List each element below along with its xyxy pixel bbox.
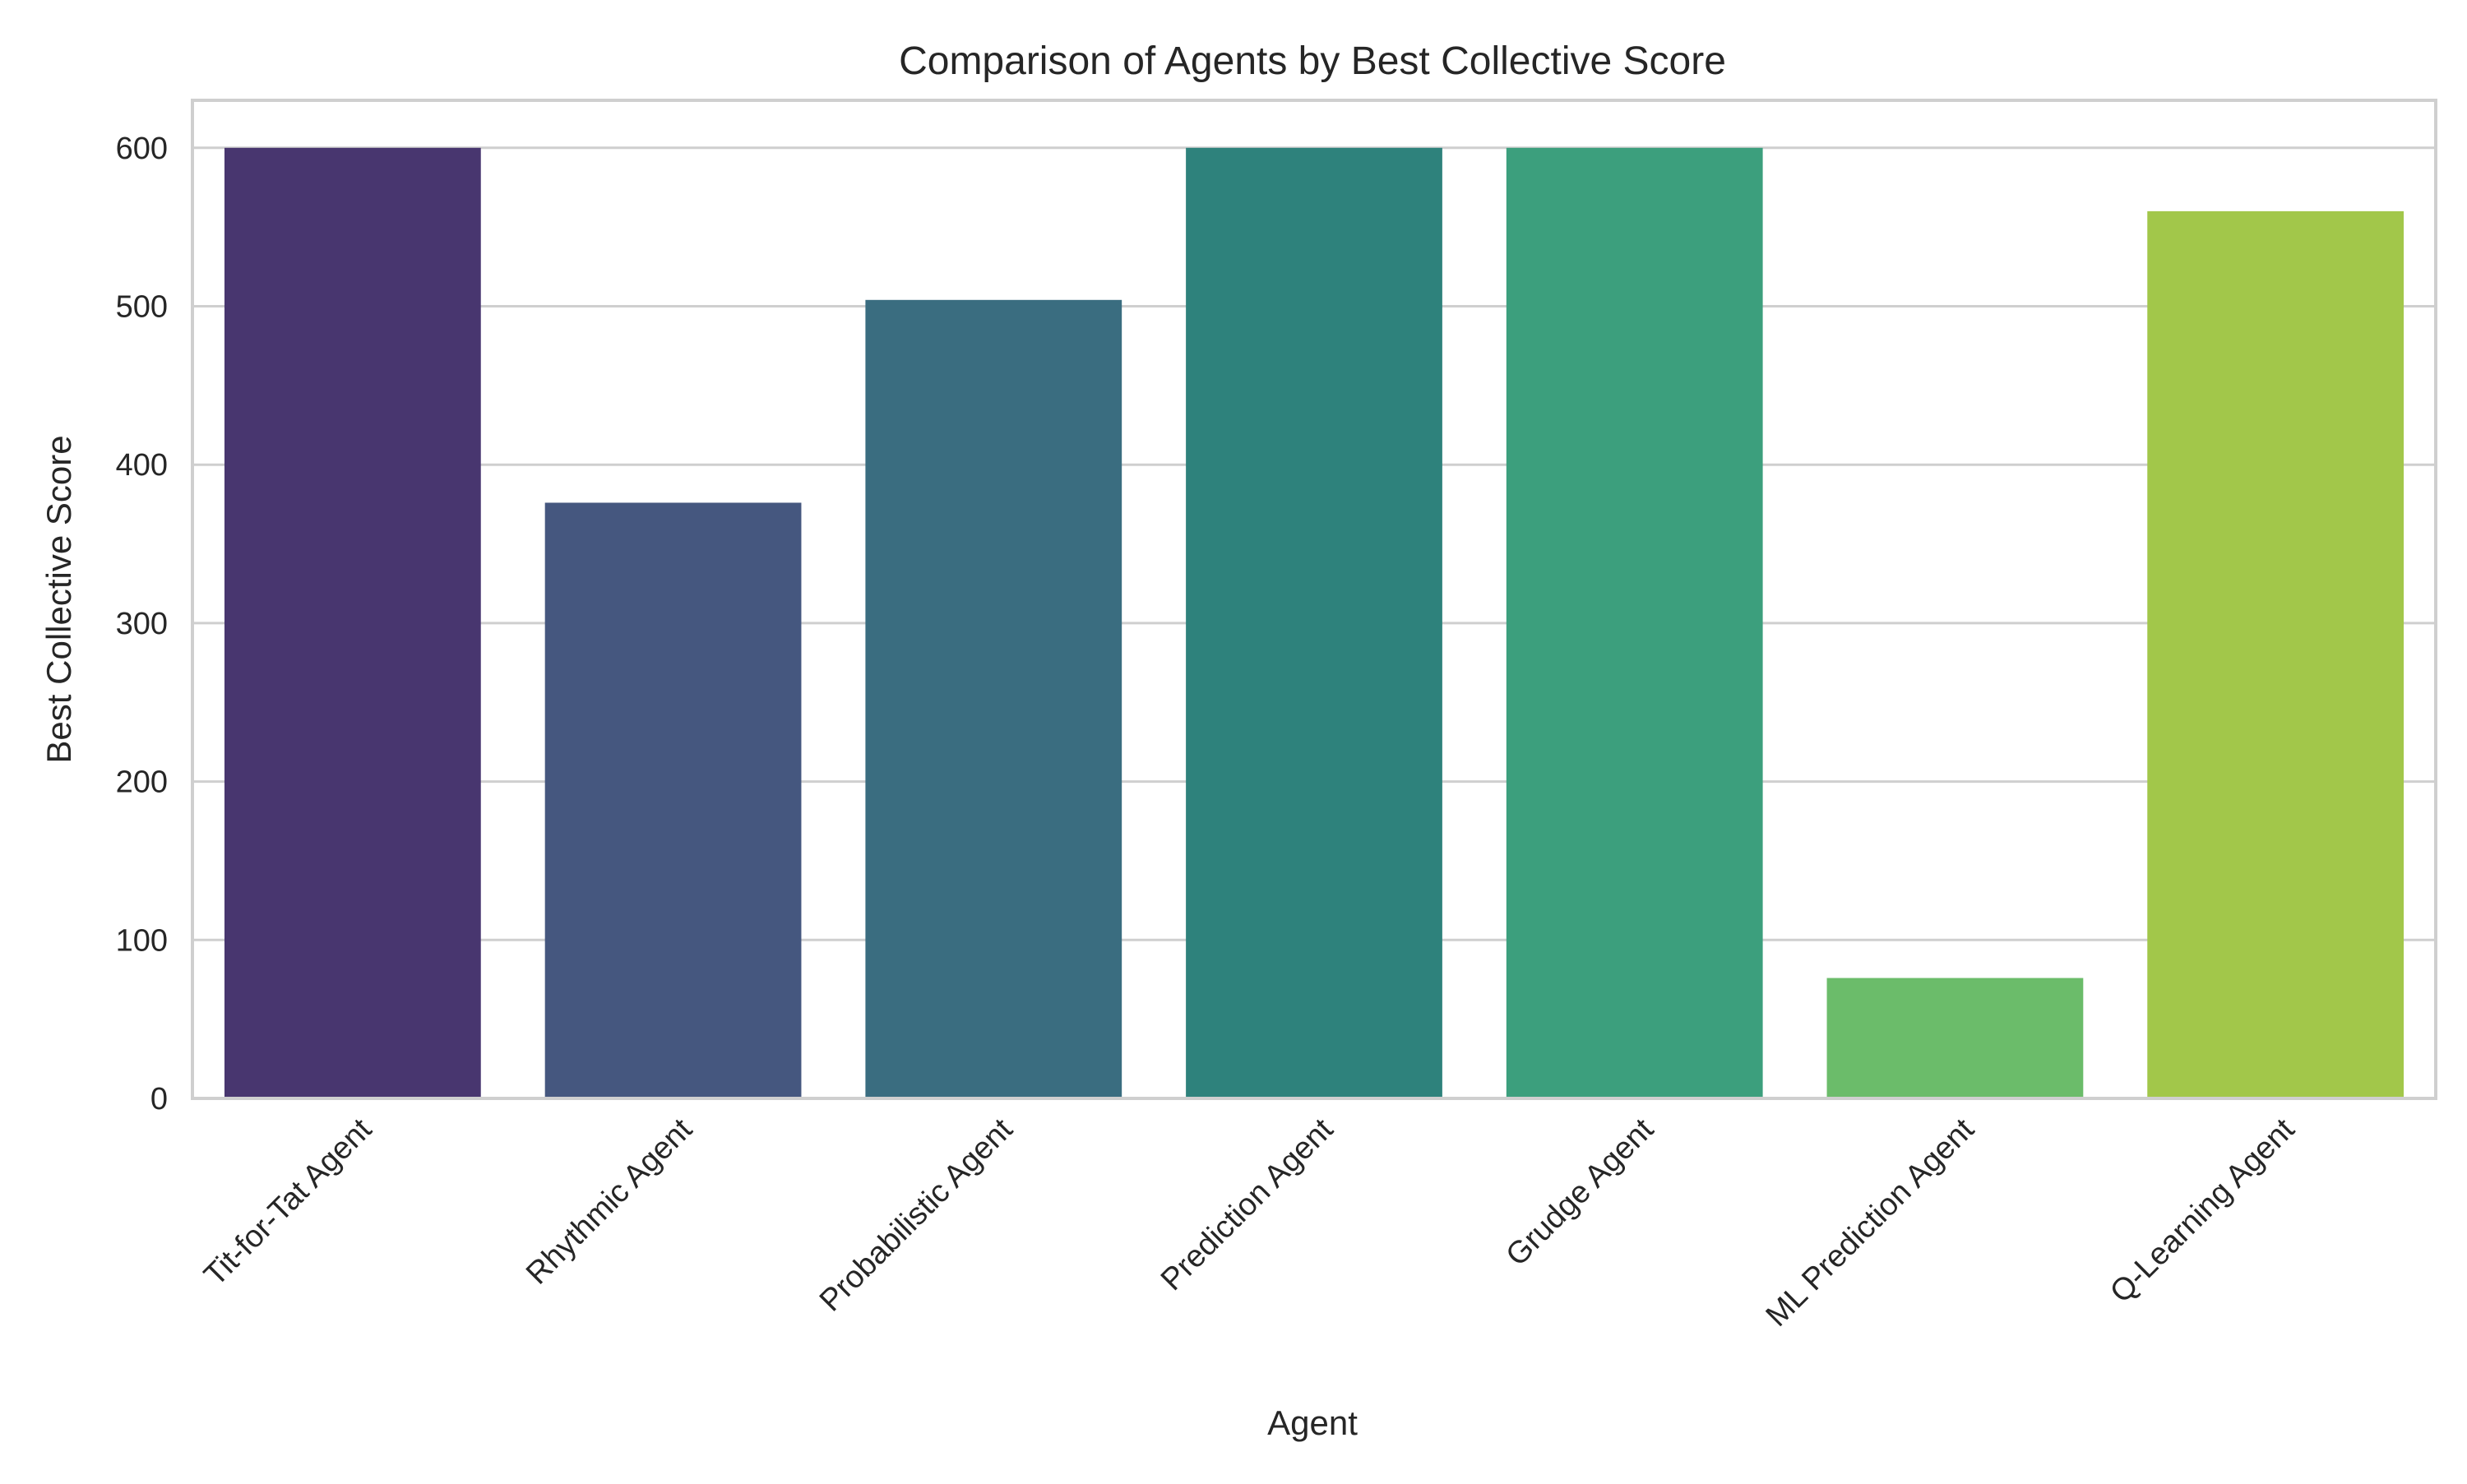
bar [544, 502, 802, 1098]
bar [224, 147, 481, 1098]
x-tick-labels: Tit-for-Tat Agent Rhythmic Agent Probabili… [197, 1112, 2301, 1333]
bar [2147, 210, 2405, 1098]
bar [1186, 147, 1442, 1098]
y-axis-label: Best Collective Score [39, 435, 78, 763]
y-tick-label: 600 [116, 132, 168, 166]
y-tick-label: 400 [116, 448, 168, 483]
chart-title: Comparison of Agents by Best Collective … [899, 39, 1726, 83]
plot-frame [191, 99, 2437, 1100]
y-tick-label: 200 [116, 765, 168, 800]
bars [224, 147, 2405, 1098]
x-tick-label: Prediction Agent [1155, 1112, 1340, 1297]
y-tick-label: 0 [150, 1082, 168, 1116]
y-tick-label: 500 [116, 290, 168, 325]
plot-border [191, 99, 2437, 1100]
x-tick-label: Rhythmic Agent [520, 1112, 699, 1291]
x-axis-label: Agent [1267, 1403, 1358, 1442]
x-tick-label: Grudge Agent [1500, 1112, 1661, 1273]
x-tick-label: Tit-for-Tat Agent [197, 1112, 378, 1292]
x-tick-label: Probabilistic Agent [813, 1112, 1020, 1318]
y-tick-labels: 0 100 200 300 400 500 600 [116, 132, 168, 1116]
y-tick-label: 100 [116, 923, 168, 958]
bar [1506, 147, 1763, 1098]
x-tick-label: Q-Learning Agent [2104, 1112, 2302, 1310]
y-tick-label: 300 [116, 607, 168, 641]
x-tick-label: ML Prediction Agent [1760, 1112, 1981, 1333]
bar [1826, 978, 2084, 1098]
bar [865, 299, 1122, 1098]
